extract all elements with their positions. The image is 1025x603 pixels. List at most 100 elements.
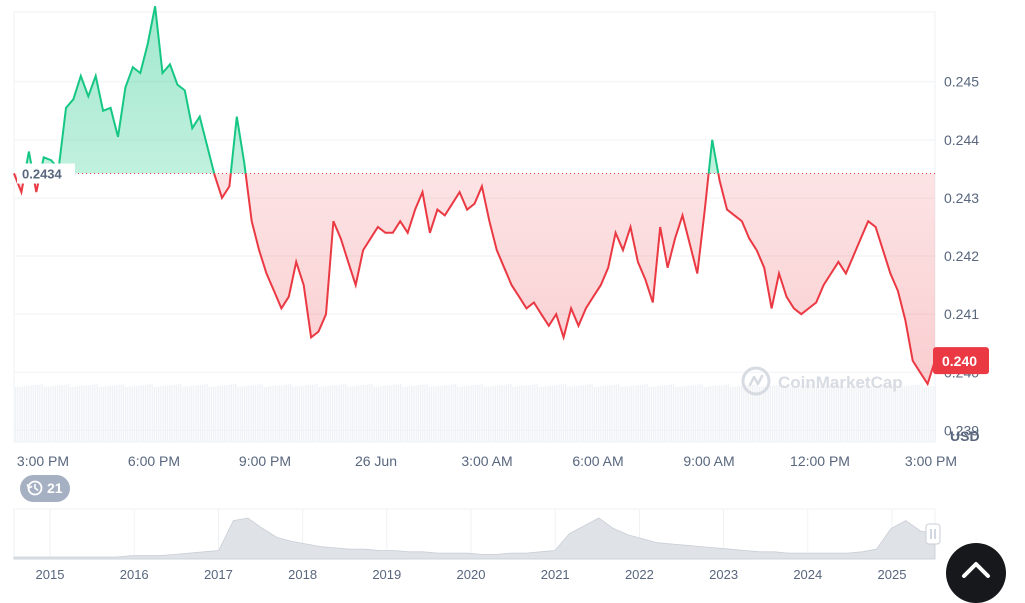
volume-bar [897, 386, 899, 442]
volume-bar [129, 386, 131, 442]
volume-bar [811, 384, 813, 442]
volume-bar [457, 386, 459, 442]
volume-bar [829, 385, 831, 442]
volume-bar [177, 384, 180, 442]
volume-bar [85, 385, 87, 442]
volume-bar [595, 386, 598, 442]
volume-bar [67, 384, 70, 442]
volume-bar [193, 385, 195, 442]
volume-bar [505, 384, 507, 442]
volume-bar [133, 386, 136, 442]
volume-bar [749, 384, 752, 442]
volume-bar [164, 385, 166, 442]
volume-bar [426, 384, 428, 442]
volume-bar [455, 384, 457, 442]
volume-bar [184, 386, 186, 442]
volume-bar [34, 384, 37, 442]
x-tick-label: 9:00 AM [683, 453, 734, 469]
volume-bar [686, 385, 688, 442]
volume-bar [474, 384, 477, 442]
volume-bar [886, 384, 888, 442]
volume-bar [276, 385, 279, 442]
volume-bar [437, 385, 439, 442]
volume-bar [644, 384, 646, 442]
volume-bar [166, 385, 169, 442]
volume-bar [934, 385, 936, 442]
volume-bar [881, 385, 884, 442]
volume-bar [780, 384, 782, 442]
volume-bar [868, 386, 870, 442]
volume-bar [345, 384, 347, 442]
x-tick-label: 3:00 PM [905, 453, 957, 469]
volume-bar [224, 385, 226, 442]
volume-bar [653, 386, 655, 442]
volume-bar [892, 384, 895, 442]
current-price-badge: 0.240 [933, 347, 989, 375]
volume-bar [547, 385, 549, 442]
volume-bar [622, 386, 624, 442]
volume-bar [551, 385, 554, 442]
volume-bar [358, 385, 360, 442]
volume-bar [171, 384, 173, 442]
volume-bar [657, 385, 659, 442]
volume-bar [756, 384, 758, 442]
volume-bar [406, 386, 408, 442]
volume-bar [208, 386, 210, 442]
volume-bar [523, 385, 525, 442]
volume-bar [87, 385, 89, 442]
volume-bar [800, 385, 802, 442]
volume-bar [884, 385, 886, 442]
volume-bar [309, 384, 312, 442]
volume-bar [591, 384, 593, 442]
x-tick-label: 26 Jun [355, 453, 397, 469]
volume-bar [485, 386, 488, 442]
volume-bar [314, 384, 316, 442]
navigator-year-label: 2019 [372, 567, 401, 582]
volume-bar [769, 385, 771, 442]
volume-bar [494, 385, 496, 442]
volume-bar [765, 386, 767, 442]
volume-bar [864, 384, 866, 442]
volume-bar [848, 386, 851, 442]
volume-bar [932, 385, 934, 442]
range-handle-icon[interactable] [925, 523, 941, 545]
volume-bar [507, 384, 510, 442]
volume-bar [512, 386, 514, 442]
volume-bar [683, 386, 686, 442]
volume-bar [114, 385, 116, 442]
volume-bar [527, 385, 529, 442]
volume-bar [741, 385, 743, 442]
navigator-year-label: 2017 [204, 567, 233, 582]
navigator-year-label: 2015 [36, 567, 65, 582]
volume-bar [747, 385, 749, 442]
volume-bar [241, 386, 243, 442]
volume-bar [92, 384, 94, 442]
volume-bar [525, 385, 527, 442]
volume-bar [32, 385, 34, 442]
volume-bar [116, 384, 118, 442]
volume-bar [754, 384, 756, 442]
volume-bar [433, 386, 435, 442]
volume-bar [175, 384, 177, 442]
volume-bar [48, 386, 50, 442]
volume-bar [609, 385, 611, 442]
volume-bar [703, 386, 705, 442]
volume-bar [679, 386, 681, 442]
volume-bar [890, 384, 892, 442]
range-navigator[interactable]: 2015 2016 2017 2018 2019 2020 2021 2022 2023 2024… [13, 508, 941, 582]
volume-bar [417, 385, 419, 442]
volume-bar [855, 385, 857, 442]
y-tick-label: 0.239 [944, 422, 979, 438]
volume-bar [188, 386, 191, 442]
x-tick-label: 3:00 PM [17, 453, 69, 469]
volume-bar [127, 386, 129, 442]
volume-bar [76, 386, 78, 442]
volume-bar [63, 384, 65, 442]
history-badge[interactable]: 21 [20, 475, 70, 502]
scroll-to-top-button[interactable] [946, 543, 1006, 603]
volume-bar [312, 384, 314, 442]
volume-bar [763, 386, 765, 442]
volume-bar [736, 386, 738, 442]
volume-bar [778, 384, 780, 442]
volume-bar [906, 385, 908, 442]
